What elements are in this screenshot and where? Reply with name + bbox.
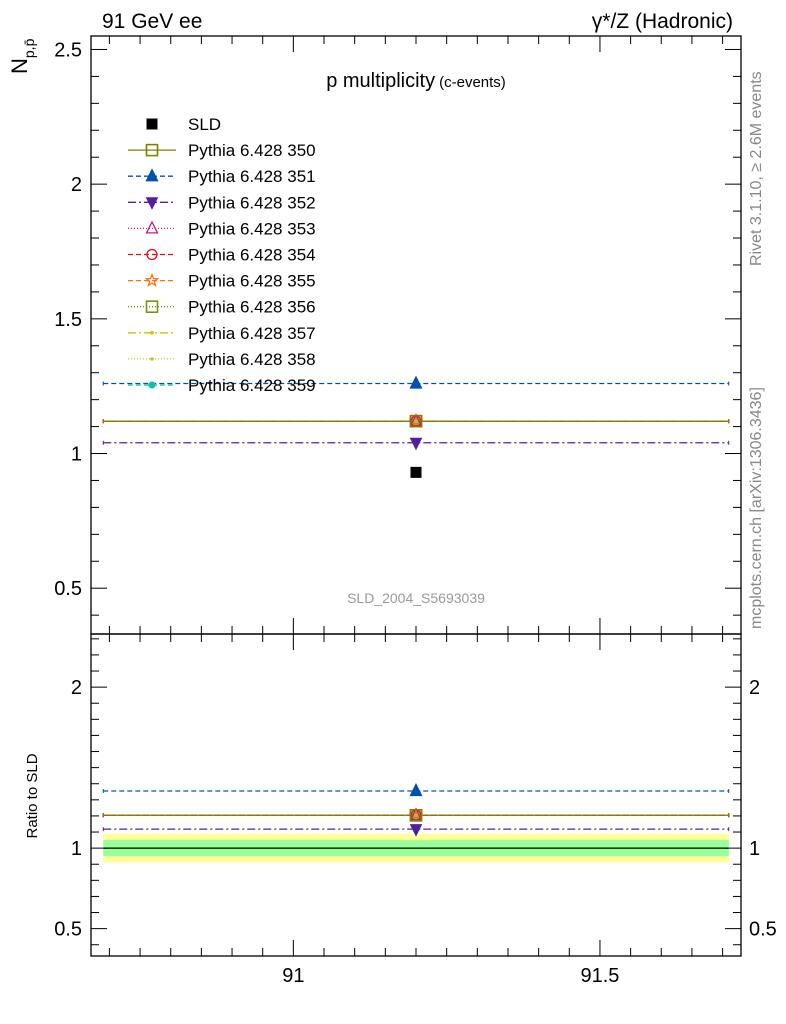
ratio-axis-ticks: 0.5 1 2 91 91.5 0.5 1 2 <box>54 634 777 987</box>
svg-text:Np,p̄: Np,p̄ <box>7 38 37 74</box>
main-y-label-symbol: N <box>7 58 32 74</box>
legend-label-series-6: Pythia 6.428 356 <box>188 298 316 317</box>
ratio-marker-series-1 <box>409 783 423 797</box>
legend-label-series-4: Pythia 6.428 354 <box>188 246 316 265</box>
legend-label-series-2: Pythia 6.428 352 <box>188 193 316 212</box>
ratio-y-tick-label-right: 1 <box>749 838 760 860</box>
legend-marker-series-1 <box>145 168 159 182</box>
legend-marker-series-4 <box>146 248 158 261</box>
main-marker-series-3 <box>409 413 423 427</box>
mcplots-label: mcplots.cern.ch [arXiv:1306.3436] <box>748 387 765 629</box>
main-marker-series-1 <box>409 375 423 389</box>
legend-marker-data <box>146 118 158 130</box>
ratio-marker-series-7 <box>414 813 418 818</box>
main-marker-series-7 <box>414 419 418 423</box>
main-marker-series-0 <box>409 414 423 428</box>
legend-label-series-3: Pythia 6.428 353 <box>188 219 316 238</box>
main-axis-ticks: 0.5 1 1.5 2 2.5 <box>54 36 741 634</box>
ratio-marker-series-0 <box>409 808 423 822</box>
rivet-version-label: Rivet 3.1.10, ≥ 2.6M events <box>748 71 765 266</box>
ratio-x-tick-label: 91 <box>282 965 304 987</box>
main-y-tick-label: 2 <box>71 174 82 196</box>
legend-marker-series-7 <box>150 331 154 335</box>
main-y-tick-label: 1 <box>71 444 82 466</box>
ratio-y-tick-label: 2 <box>71 677 82 699</box>
main-y-tick-label: 0.5 <box>54 578 82 600</box>
chart-title: p multiplicity (c-events) <box>326 70 506 92</box>
ratio-marker-series-3 <box>409 807 423 821</box>
legend-label-series-7: Pythia 6.428 357 <box>188 324 316 343</box>
main-y-label-subscript: p,p̄ <box>21 38 37 58</box>
main-marker-series-2 <box>409 437 423 451</box>
ratio-y-tick-label-right: 2 <box>749 677 760 699</box>
main-y-tick-label: 2.5 <box>54 39 82 61</box>
legend-label-series-5: Pythia 6.428 355 <box>188 272 316 291</box>
chart-title-sub: (c-events) <box>439 74 506 91</box>
ratio-y-tick-label-right: 0.5 <box>749 919 777 941</box>
header-left: 91 GeV ee <box>102 10 202 33</box>
ratio-marker-series-2 <box>409 824 423 837</box>
ratio-markers <box>408 783 424 837</box>
ratio-y-tick-label: 0.5 <box>54 919 82 941</box>
legend: SLD Pythia 6.428 350 Pythia 6.428 351 Pythi… <box>128 115 316 395</box>
legend-label-data: SLD <box>188 115 221 134</box>
header-right: γ*/Z (Hadronic) <box>592 10 733 33</box>
legend-marker-series-5 <box>144 272 160 287</box>
legend-marker-series-6 <box>145 300 159 314</box>
main-markers <box>408 375 424 478</box>
legend-label-series-1: Pythia 6.428 351 <box>188 167 316 186</box>
ratio-y-axis-label: Ratio to SLD <box>24 753 41 838</box>
ratio-y-tick-label: 1 <box>71 838 82 860</box>
legend-label-series-8: Pythia 6.428 358 <box>188 350 316 369</box>
legend-marker-series-9 <box>148 381 156 389</box>
ratio-uncertainty-bands <box>103 833 729 863</box>
legend-marker-series-8 <box>150 357 154 361</box>
main-y-tick-label: 1.5 <box>54 309 82 331</box>
legend-label-series-0: Pythia 6.428 350 <box>188 141 316 160</box>
main-y-axis-label: Np,p̄ <box>7 38 37 74</box>
ratio-x-tick-label: 91.5 <box>580 965 619 987</box>
analysis-watermark: SLD_2004_S5693039 <box>347 590 485 606</box>
data-point-sld <box>410 466 422 478</box>
legend-label-series-9: Pythia 6.428 359 <box>188 376 316 395</box>
chart-title-main: p multiplicity <box>326 70 435 92</box>
legend-marker-series-0 <box>145 143 159 157</box>
legend-marker-series-3 <box>145 220 159 234</box>
legend-marker-series-2 <box>145 197 159 210</box>
